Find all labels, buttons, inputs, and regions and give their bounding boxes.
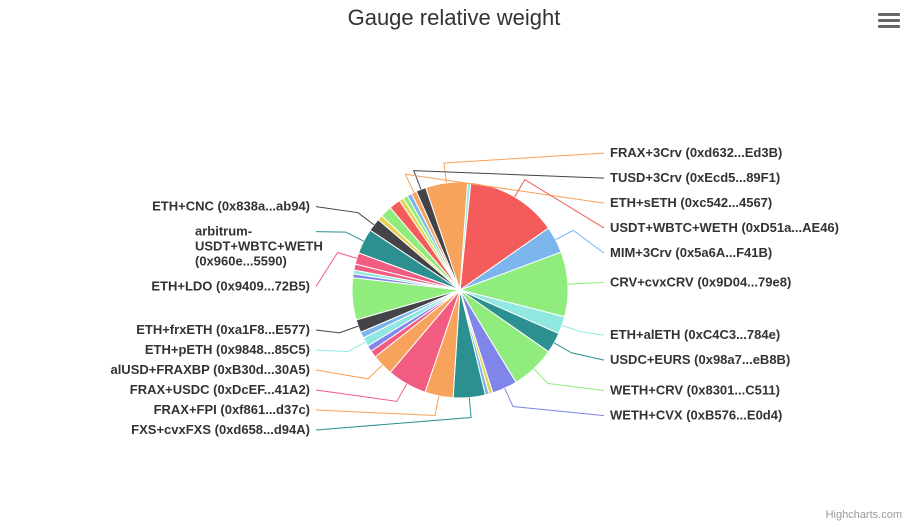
chart-title: Gauge relative weight xyxy=(348,5,561,30)
slice-label: USDC+EURS (0x98a7...eB8B) xyxy=(610,352,790,367)
slice-label: CRV+cvxCRV (0x9D04...79e8) xyxy=(610,275,791,290)
highcharts-credits[interactable]: Highcharts.com xyxy=(825,509,902,521)
slice-label: FXS+cvxFXS (0xd658...d94A) xyxy=(131,422,310,437)
label-connector xyxy=(514,178,605,229)
slice-label: TUSD+3Crv (0xEcd5...89F1) xyxy=(610,170,780,185)
data-labels: FRAX+3Crv (0xd632...Ed3B) TUSD+3Crv (0xEc… xyxy=(110,145,839,437)
pie-slice[interactable] xyxy=(459,181,472,291)
slice-label: alUSD+FRAXBP (0xB30d...30A5) xyxy=(110,362,310,377)
label-connector xyxy=(315,251,357,287)
label-connector xyxy=(412,170,605,190)
slice-label: FRAX+USDC (0xDcEF...41A2) xyxy=(130,382,310,397)
slice-label: ETH+frxETH (0xa1F8...E577) xyxy=(136,322,310,337)
slice-label: MIM+3Crv (0x5a6A...F41B) xyxy=(610,245,772,260)
label-connector xyxy=(443,152,605,183)
slice-label: USDT+WBTC+WETH (0xD51a...AE46) xyxy=(610,220,839,235)
label-connector xyxy=(404,173,605,204)
label-connector xyxy=(567,282,605,285)
label-connectors xyxy=(315,152,605,431)
label-connector xyxy=(315,341,366,353)
slice-label: WETH+CRV (0x8301...C511) xyxy=(610,383,780,398)
slice-label: ETH+pETH (0x9848...85C5) xyxy=(145,342,310,357)
label-connector xyxy=(315,206,375,226)
label-connector xyxy=(553,342,605,361)
label-connector xyxy=(315,231,364,242)
label-connector xyxy=(533,368,605,392)
slice-label: FRAX+FPI (0xf861...d37c) xyxy=(154,402,310,417)
slice-label: FRAX+3Crv (0xd632...Ed3B) xyxy=(610,145,782,160)
label-connector xyxy=(315,325,359,334)
label-connector xyxy=(315,364,383,380)
pie-slice[interactable] xyxy=(459,181,550,292)
label-connector xyxy=(504,388,605,417)
hamburger-menu-icon[interactable] xyxy=(876,10,902,34)
slice-label: ETH+LDO (0x9409...72B5) xyxy=(151,279,310,294)
label-connector xyxy=(315,383,408,402)
slice-label: ETH+sETH (0xc542...4567) xyxy=(610,195,772,210)
label-connector xyxy=(555,229,605,254)
slice-label: ETH+alETH (0xC4C3...784e) xyxy=(610,327,780,342)
label-connector xyxy=(315,395,440,417)
slice-label: WETH+CVX (0xB576...E0d4) xyxy=(610,408,782,423)
pie-slices xyxy=(351,181,569,399)
label-connector xyxy=(315,397,472,431)
slice-label: ETH+CNC (0x838a...ab94) xyxy=(152,199,310,214)
label-connector xyxy=(561,324,605,336)
slice-label: arbitrum-USDT+WBTC+WETH (0x960e...5590) xyxy=(195,224,323,269)
